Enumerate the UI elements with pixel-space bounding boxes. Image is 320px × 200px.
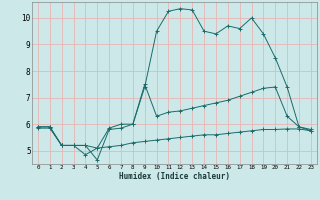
- X-axis label: Humidex (Indice chaleur): Humidex (Indice chaleur): [119, 172, 230, 181]
